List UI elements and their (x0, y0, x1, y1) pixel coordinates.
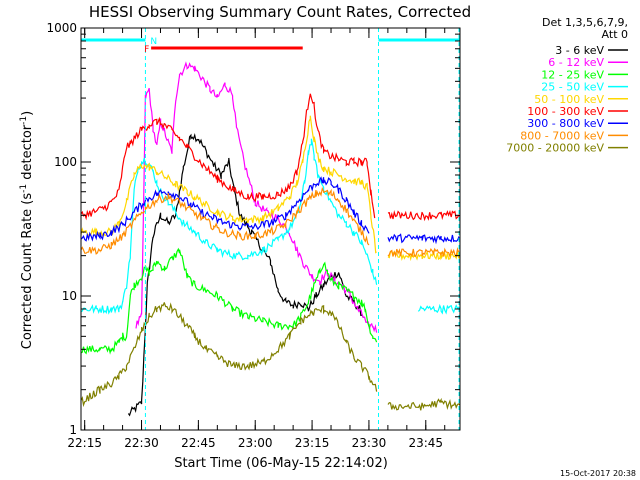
x-tick-label: 23:15 (295, 436, 330, 450)
footer-timestamp: 15-Oct-2017 20:38 (560, 469, 636, 478)
x-tick-label: 23:45 (408, 436, 443, 450)
y-tick-label: 100 (54, 155, 77, 169)
series-line-2 (81, 247, 378, 355)
series-line-5 (81, 93, 460, 222)
series-line-7 (81, 186, 460, 259)
x-axis-label: Start Time (06-May-15 22:14:02) (174, 456, 388, 471)
legend-entry-label: 50 - 100 keV (534, 93, 604, 106)
series-line-8 (81, 302, 460, 411)
legend-entry-label: 7000 - 20000 keV (506, 142, 604, 155)
x-tick-label: 23:30 (352, 436, 387, 450)
legend-entry-label: 3 - 6 keV (555, 44, 604, 57)
legend-entry-label: 12 - 25 keV (541, 68, 604, 81)
x-tick-label: 22:45 (181, 436, 216, 450)
legend-entry-label: 100 - 300 keV (527, 105, 604, 118)
x-tick-label: 23:00 (238, 436, 273, 450)
plot-frame (80, 27, 461, 431)
legend-entry-label: 6 - 12 keV (548, 56, 604, 69)
series-line-3 (81, 138, 460, 315)
series-line-0 (127, 133, 364, 417)
x-tick-label: 22:30 (124, 436, 159, 450)
series-line-6 (81, 176, 460, 245)
y-tick-label: 1000 (46, 21, 77, 35)
y-tick-label: 1 (69, 423, 77, 437)
y-tick-label: 10 (62, 289, 77, 303)
series-line-1 (135, 61, 378, 333)
chart-title: HESSI Observing Summary Count Rates, Cor… (89, 3, 471, 21)
legend-header-line-1: Det 1,3,5,6,7,9, (542, 16, 628, 29)
legend-header-line-2: Att 0 (602, 28, 628, 41)
night-flag-label: N (150, 37, 157, 47)
y-axis-label: Corrected Count Rate (s-1 detector-1) (19, 111, 35, 349)
x-tick-label: 22:15 (67, 436, 102, 450)
legend-entry-label: 25 - 50 keV (541, 81, 604, 94)
flare-flag-label: F (144, 45, 149, 55)
legend-entry-label: 300 - 800 keV (527, 117, 604, 130)
legend-entry-label: 800 - 7000 keV (520, 129, 604, 142)
